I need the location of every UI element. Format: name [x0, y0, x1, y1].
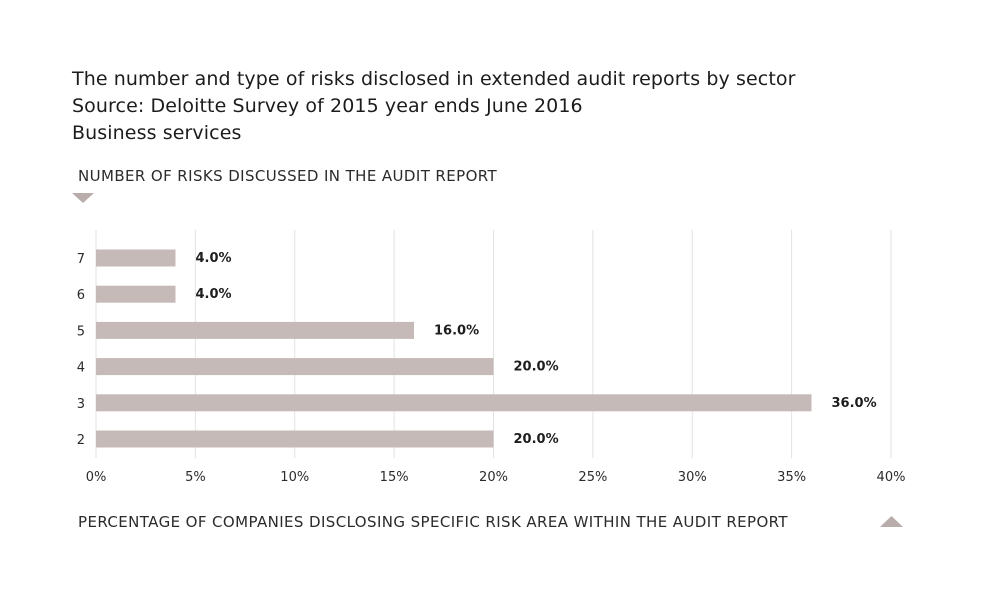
x-axis-title: PERCENTAGE OF COMPANIES DISCLOSING SPECI…	[78, 513, 788, 531]
data-label-5: 16.0%	[434, 323, 479, 338]
x-tick-label: 25%	[578, 470, 607, 485]
bar-7	[96, 249, 176, 267]
bar-3	[96, 394, 812, 412]
y-tick-label-2: 2	[77, 433, 85, 448]
x-axis-marker-icon	[880, 516, 903, 527]
bar-2	[96, 430, 494, 448]
x-tick-label: 5%	[185, 470, 206, 485]
y-axis-title: NUMBER OF RISKS DISCUSSED IN THE AUDIT R…	[78, 167, 498, 185]
bar-4	[96, 358, 494, 376]
x-tick-label: 10%	[280, 470, 309, 485]
x-tick-label: 40%	[877, 470, 906, 485]
x-tick-label: 20%	[479, 470, 508, 485]
data-label-2: 20.0%	[514, 432, 559, 447]
gridlines	[95, 230, 892, 458]
bar-6	[96, 285, 176, 303]
data-label-6: 4.0%	[196, 287, 232, 302]
chart-title-line-1: The number and type of risks disclosed i…	[72, 68, 796, 90]
y-tick-label-3: 3	[77, 397, 85, 412]
data-label-4: 20.0%	[514, 360, 559, 375]
chart-subtitle-source: Source: Deloitte Survey of 2015 year end…	[72, 95, 583, 117]
chart-subtitle-sector: Business services	[72, 122, 242, 144]
x-tick-label: 30%	[678, 470, 707, 485]
data-label-3: 36.0%	[832, 396, 877, 411]
data-label-7: 4.0%	[196, 251, 232, 266]
bar-5	[96, 321, 414, 339]
bars	[96, 249, 812, 448]
y-tick-label-6: 6	[77, 288, 85, 303]
x-tick-label: 0%	[86, 470, 107, 485]
labels: 0% 5% 10% 15% 20% 25% 30% 35% 40% 7 4.0% 6 4.0% 5 16.0…	[77, 251, 906, 485]
x-tick-label: 35%	[777, 470, 806, 485]
x-tick-label: 15%	[380, 470, 409, 485]
y-tick-label-4: 4	[77, 361, 85, 376]
y-axis-marker-icon	[72, 193, 94, 203]
y-tick-label-7: 7	[77, 252, 85, 267]
chart-title: The number and type of risks disclosed i…	[72, 66, 796, 147]
y-tick-label-5: 5	[77, 324, 85, 339]
